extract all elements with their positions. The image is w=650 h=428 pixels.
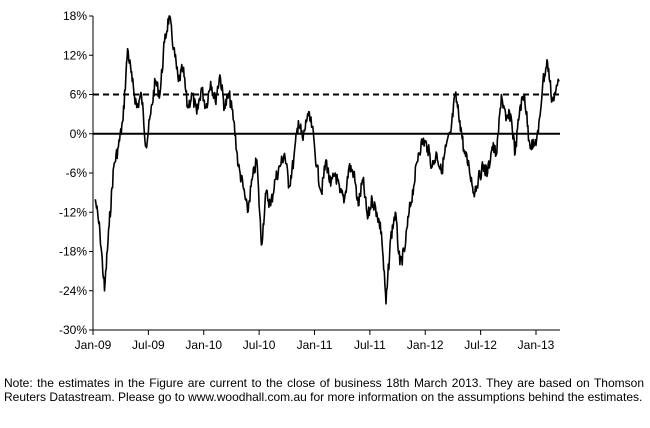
series-layer [94,15,560,305]
y-tick-label: -18% [59,245,87,259]
x-tick-label: Jan-13 [518,338,555,352]
x-tick-label: Jan-12 [407,338,444,352]
reference-lines [93,93,560,135]
x-axis-ticks: Jan-09 Jul-09 Jan-10 Jul-10 Jan-11 Jul-11 Jan-… [75,330,555,352]
line-chart: 18% 12% 6% 0% -6% -12% -18% -24% -30% Jan-09 Jul-… [59,9,560,352]
x-tick-label: Jul-12 [464,338,497,352]
x-tick-label: Jan-10 [185,338,222,352]
y-tick-label: 18% [63,9,87,23]
y-tick-label: -30% [59,323,87,337]
x-tick-label: Jul-09 [132,338,165,352]
x-tick-label: Jul-10 [243,338,276,352]
y-tick-label: -12% [59,205,87,219]
x-tick-label: Jan-11 [297,338,333,352]
x-tick-label: Jul-11 [354,338,386,352]
series-line [94,15,560,305]
x-tick-label: Jan-09 [75,338,112,352]
y-tick-label: -6% [66,166,88,180]
y-tick-label: 12% [63,48,87,62]
footnote: Note: the estimates in the Figure are cu… [4,376,644,404]
y-tick-label: 0% [70,127,88,141]
y-tick-label: -24% [59,284,87,298]
y-axis-ticks: 18% 12% 6% 0% -6% -12% -18% -24% -30% [59,9,93,337]
y-tick-label: 6% [70,88,88,102]
